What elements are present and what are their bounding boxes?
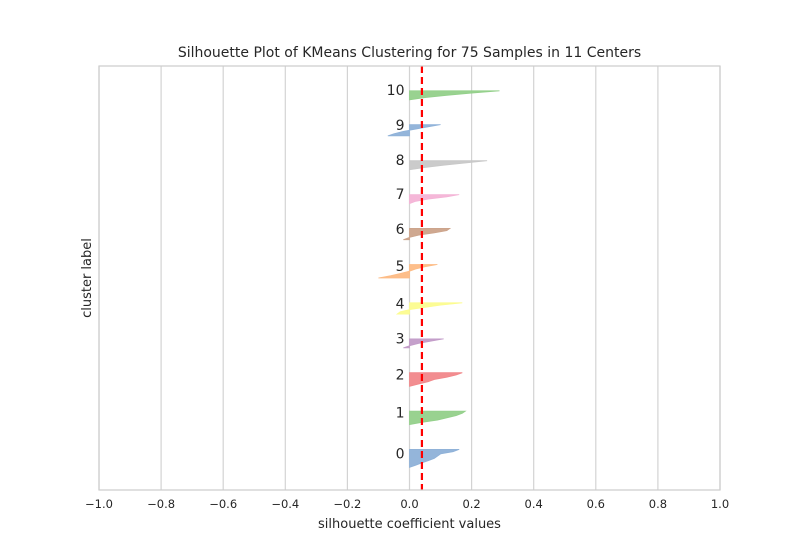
chart-title: Silhouette Plot of KMeans Clustering for… — [178, 45, 641, 61]
x-tick-label: 0.0 — [400, 497, 418, 511]
silhouette-area-cluster-7 — [409, 194, 460, 205]
cluster-label-0: 0 — [396, 446, 405, 462]
x-tick-label: −1.0 — [85, 497, 113, 511]
x-tick-label: −0.4 — [271, 497, 299, 511]
silhouette-area-cluster-10 — [409, 90, 500, 101]
plot-frame — [98, 65, 721, 491]
cluster-labels: 0 1 2 3 4 5 6 7 8 9 10 — [387, 83, 405, 462]
cluster-label-6: 6 — [396, 222, 405, 238]
x-tick-label: 0.8 — [649, 497, 667, 511]
x-tick-label: 1.0 — [711, 497, 729, 511]
x-tick-label: 0.4 — [525, 497, 543, 511]
cluster-label-7: 7 — [396, 187, 405, 203]
cluster-label-3: 3 — [396, 331, 405, 347]
x-tick-label: −0.8 — [147, 497, 175, 511]
cluster-label-2: 2 — [396, 367, 405, 383]
silhouette-area-cluster-5 — [378, 264, 438, 279]
silhouette-area-cluster-6 — [403, 227, 452, 241]
cluster-label-4: 4 — [396, 296, 405, 312]
y-axis-label: cluster label — [80, 238, 95, 318]
x-tick-labels: −1.0 −0.8 −0.6 −0.4 −0.2 0.0 0.2 0.4 0.6 0.8 1.0 — [85, 497, 729, 511]
cluster-label-5: 5 — [396, 259, 405, 275]
cluster-label-10: 10 — [387, 83, 405, 99]
silhouette-area-cluster-9 — [387, 124, 441, 137]
cluster-label-1: 1 — [396, 406, 405, 422]
x-tick-label: 0.6 — [587, 497, 605, 511]
silhouette-area-cluster-8 — [409, 160, 488, 171]
x-tick-label: 0.2 — [462, 497, 480, 511]
silhouette-area-cluster-3 — [403, 338, 444, 349]
silhouette-area-cluster-4 — [395, 302, 463, 315]
x-tick-label: −0.6 — [209, 497, 237, 511]
cluster-label-9: 9 — [396, 118, 405, 134]
cluster-label-8: 8 — [396, 153, 405, 169]
x-axis-label: silhouette coefficient values — [318, 517, 501, 532]
silhouette-area-cluster-1 — [409, 410, 467, 426]
silhouette-area-cluster-0 — [409, 448, 460, 468]
silhouette-area-cluster-2 — [409, 372, 463, 387]
x-tick-label: −0.2 — [333, 497, 361, 511]
